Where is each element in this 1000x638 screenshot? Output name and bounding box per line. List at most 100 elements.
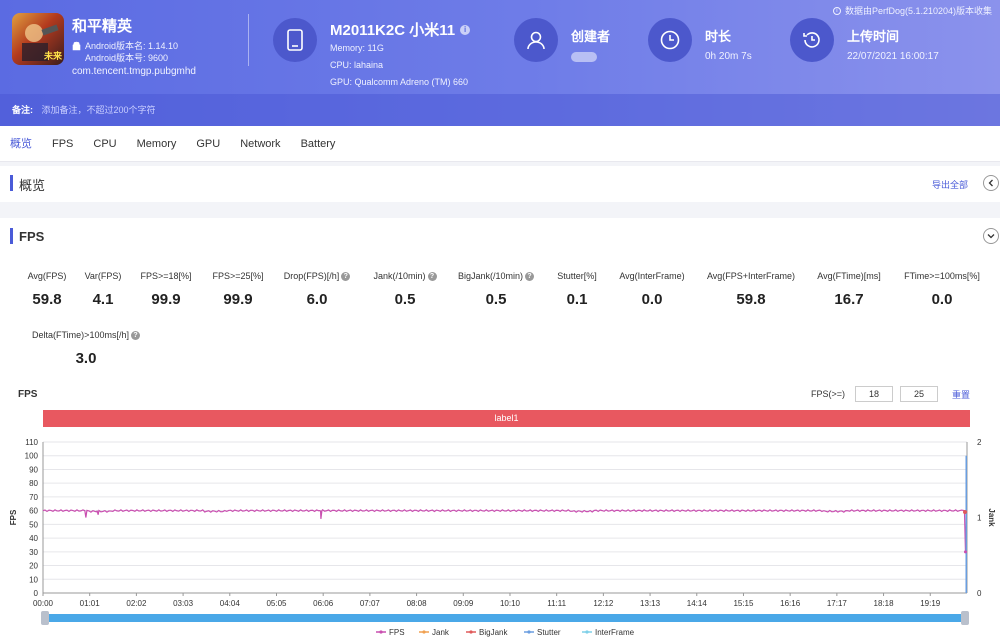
help-icon[interactable]: ? — [341, 271, 351, 281]
y-tick-label: 70 — [29, 493, 38, 502]
metric-label: Delta(FTime)>100ms[/h]? — [26, 330, 146, 340]
chevron-left-icon — [988, 179, 993, 187]
history-icon — [803, 32, 820, 48]
collapse-sidebar-button[interactable] — [983, 175, 999, 191]
metric-value: 0.5 — [394, 291, 416, 308]
note-bar[interactable]: 备注: 添加备注，不超过200个字符 — [0, 94, 1000, 126]
android-version-name: Android版本名: 1.14.10 — [85, 41, 179, 51]
device-name: M2011K2C 小米11 — [330, 22, 456, 39]
section-tabs: 概览 FPS CPU Memory GPU Network Battery — [0, 126, 1000, 162]
tab-cpu[interactable]: CPU — [93, 138, 117, 150]
x-tick-label: 05:05 — [266, 599, 287, 608]
section-accent-bar — [10, 175, 13, 191]
fps-threshold-label: FPS(>=) — [811, 389, 846, 399]
metric-label-text: Avg(FPS) — [27, 271, 67, 281]
metric-value: 6.0 — [306, 291, 328, 308]
metric-item: Stutter[%] 0.1 — [517, 271, 637, 308]
x-tick-label: 17:17 — [827, 599, 848, 608]
tab-overview[interactable]: 概览 — [10, 138, 32, 150]
device-memory: Memory: 11G — [330, 43, 384, 53]
x-tick-label: 02:02 — [126, 599, 147, 608]
y-tick-label: 30 — [29, 548, 38, 557]
metric-label: FTime>=100ms[%] — [882, 271, 1000, 281]
metric-label: FPS>=25[%] — [178, 271, 298, 281]
metric-label: Drop(FPS)[/h]? — [257, 271, 377, 281]
metric-item: Var(FPS) 4.1 — [43, 271, 163, 308]
legend-label: InterFrame — [595, 628, 635, 637]
help-icon[interactable]: ? — [130, 330, 140, 340]
metric-item: Delta(FTime)>100ms[/h]? 3.0 — [26, 330, 146, 367]
note-input[interactable]: 添加备注，不超过200个字符 — [41, 105, 156, 115]
metric-label: BigJank(/10min)? — [436, 271, 556, 281]
tab-network[interactable]: Network — [240, 138, 281, 150]
metric-value: 0.1 — [566, 291, 588, 308]
x-tick-label: 01:01 — [80, 599, 101, 608]
reset-link[interactable]: 重置 — [952, 390, 971, 400]
help-icon[interactable]: ? — [427, 271, 437, 281]
fps-threshold-input-2[interactable]: 25 — [900, 386, 938, 402]
chart-title: FPS — [18, 389, 38, 400]
x-tick-label: 04:04 — [220, 599, 241, 608]
metric-value: 0.5 — [485, 291, 507, 308]
x-tick-label: 18:18 — [874, 599, 895, 608]
metric-value: 59.8 — [32, 291, 62, 308]
metric-label-text: Avg(InterFrame) — [619, 271, 685, 281]
fps-section-title: FPS — [19, 229, 45, 244]
upload-time: 22/07/2021 16:00:17 — [847, 51, 939, 62]
x-tick-label: 16:16 — [780, 599, 801, 608]
fps-chart[interactable]: 0 10 20 30 40 50 60 70 80 90 100 110 0 1 2 FPS Jank 00:00… — [0, 436, 1000, 638]
metric-label-text: Avg(FPS+InterFrame) — [706, 271, 796, 281]
y2-axis-title: Jank — [987, 508, 996, 527]
tablet-icon — [287, 29, 303, 51]
creator-value-masked — [571, 52, 597, 62]
duration-title: 时长 — [705, 29, 732, 44]
metric-value: 16.7 — [834, 291, 864, 308]
metric-label-text: Stutter[%] — [557, 271, 597, 281]
upload-title: 上传时间 — [847, 29, 900, 44]
note-label: 备注: — [12, 105, 33, 115]
legend-marker — [585, 630, 589, 634]
duration-value: 0h 20m 7s — [705, 51, 752, 62]
metric-item: BigJank(/10min)? 0.5 — [436, 271, 556, 308]
tab-fps[interactable]: FPS — [52, 138, 74, 150]
range-slider-handle-left — [41, 611, 49, 625]
creator-title: 创建者 — [571, 29, 611, 44]
metric-item: FPS>=25[%] 99.9 — [178, 271, 298, 308]
app-name: 和平精英 — [72, 18, 133, 35]
export-all-link[interactable]: 导出全部 — [931, 180, 968, 190]
info-icon: i — [832, 6, 841, 15]
creator-icon-circle — [514, 18, 558, 62]
y-tick-label: 110 — [25, 438, 38, 447]
x-tick-label: 12:12 — [593, 599, 614, 608]
device-info-icon[interactable]: i — [460, 24, 471, 35]
metric-item: Avg(FTime)[ms] 16.7 — [789, 271, 909, 308]
tab-battery[interactable]: Battery — [300, 138, 336, 150]
upload-icon-circle — [790, 18, 834, 62]
label-band[interactable]: label1 — [43, 410, 970, 427]
help-icon[interactable]: ? — [525, 271, 535, 281]
tab-gpu[interactable]: GPU — [196, 138, 221, 150]
fps-collapse-button[interactable] — [983, 228, 999, 244]
range-slider-track — [43, 614, 967, 622]
x-tick-label: 11:11 — [547, 599, 566, 608]
y-tick-label: 60 — [29, 507, 38, 516]
metric-label: Avg(FPS) — [0, 271, 107, 281]
overview-section: 概览 导出全部 — [0, 166, 1000, 202]
metric-label-text: Delta(FTime)>100ms[/h] — [32, 330, 129, 340]
app-icon-tag: 未来 — [43, 51, 62, 61]
jank-marker — [963, 510, 967, 515]
fps-dip-point — [963, 550, 967, 554]
fps-threshold-input-1[interactable]: 18 — [855, 386, 893, 402]
collected-by-note: i 数据由PerfDog(5.1.210204)版本收集 — [832, 4, 992, 17]
app-artwork-icon — [22, 24, 59, 61]
tab-memory[interactable]: Memory — [136, 138, 177, 150]
metric-label: Avg(FTime)[ms] — [789, 271, 909, 281]
package-name: com.tencent.tmgp.pubgmhd — [72, 66, 196, 77]
metric-label-text: Jank(/10min) — [373, 271, 426, 281]
metric-label: Jank(/10min)? — [345, 271, 465, 281]
header-divider — [248, 14, 249, 66]
clock-icon — [660, 30, 680, 50]
metric-value: 0.0 — [931, 291, 953, 308]
metric-item: FPS>=18[%] 99.9 — [106, 271, 226, 308]
